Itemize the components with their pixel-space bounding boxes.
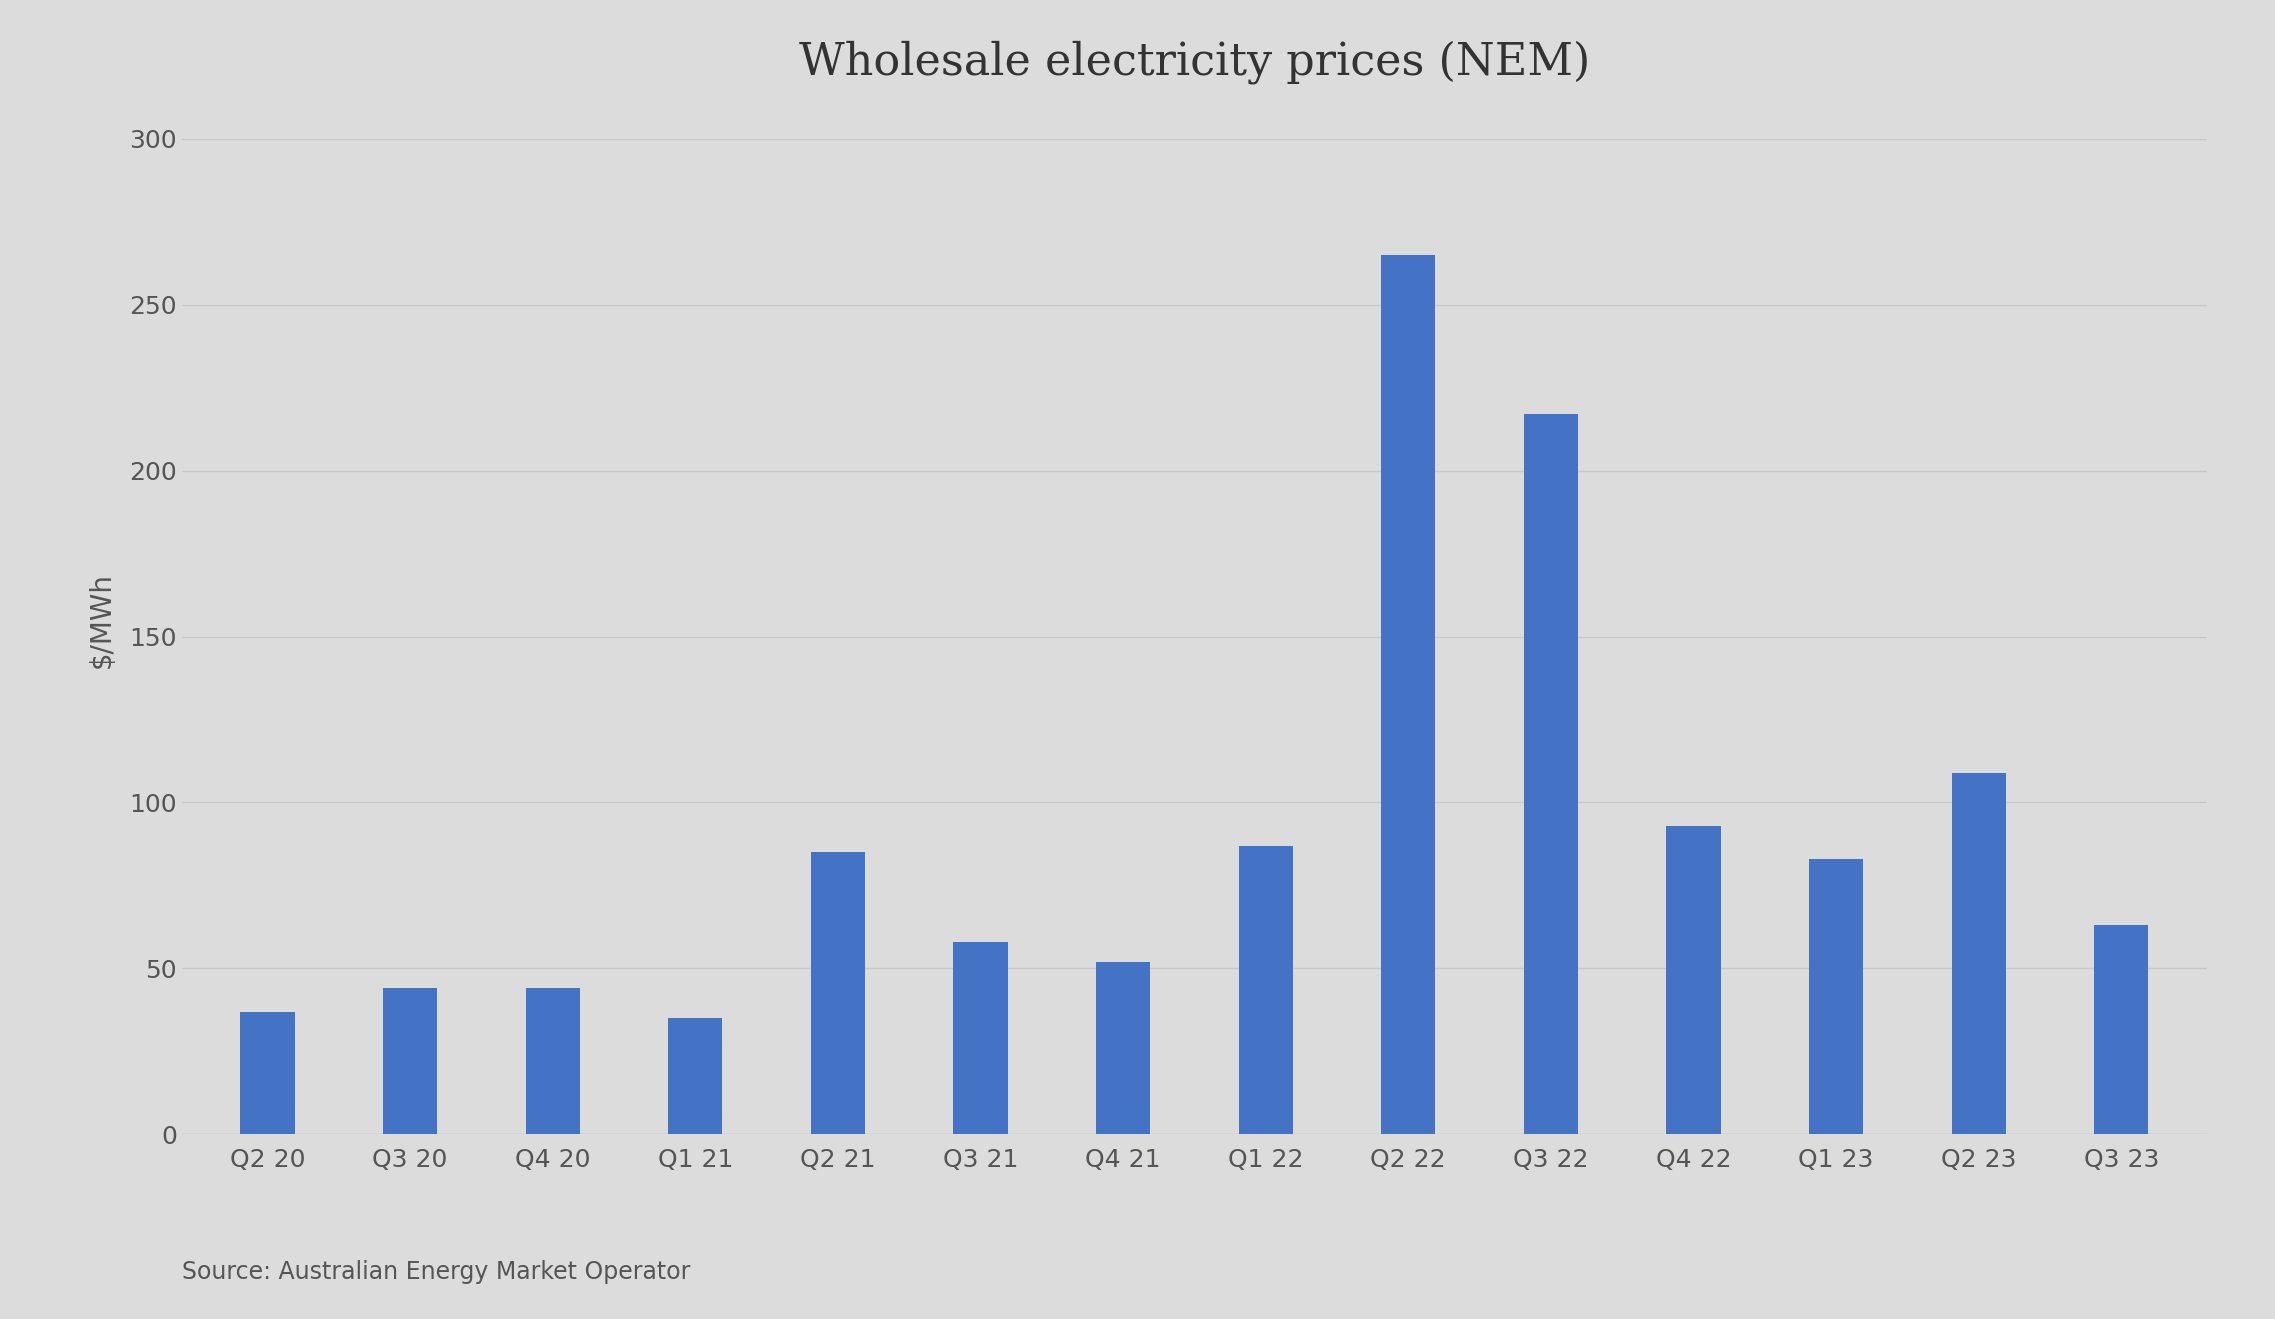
Bar	[1238, 845, 1292, 1134]
Y-axis label: $/MWh: $/MWh	[86, 572, 116, 667]
Bar	[1524, 414, 1579, 1134]
Bar	[1381, 255, 1436, 1134]
Bar	[1952, 773, 2007, 1134]
Bar	[1097, 962, 1151, 1134]
Bar	[382, 988, 437, 1134]
Bar	[241, 1012, 296, 1134]
Bar	[526, 988, 580, 1134]
Bar	[810, 852, 864, 1134]
Text: Source: Australian Energy Market Operator: Source: Australian Energy Market Operato…	[182, 1261, 689, 1285]
Bar	[1809, 859, 1863, 1134]
Bar	[669, 1018, 723, 1134]
Bar	[2093, 925, 2148, 1134]
Bar	[1665, 826, 1720, 1134]
Title: Wholesale electricity prices (NEM): Wholesale electricity prices (NEM)	[799, 41, 1590, 84]
Bar	[953, 942, 1008, 1134]
